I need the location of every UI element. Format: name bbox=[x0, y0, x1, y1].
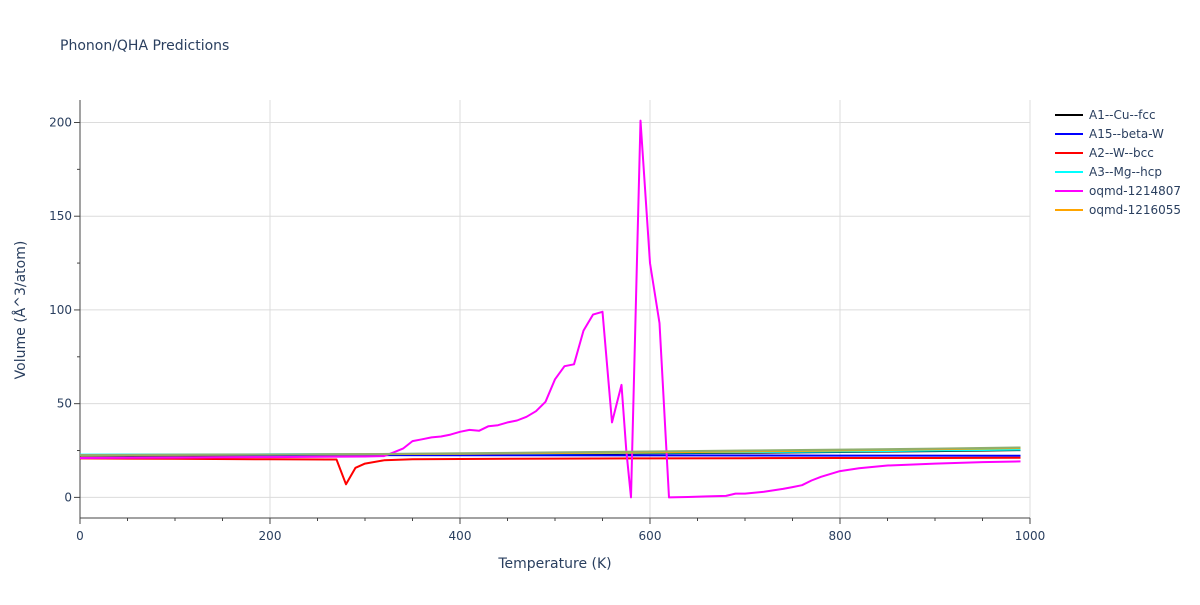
y-tick-label: 0 bbox=[64, 490, 72, 504]
series-line-a2-w-bcc bbox=[79, 456, 1021, 486]
x-tick-label: 1000 bbox=[1015, 529, 1046, 543]
legend-item[interactable]: A2--W--bcc bbox=[1055, 146, 1154, 160]
legend-label: oqmd-1214807 bbox=[1089, 184, 1181, 198]
y-tick-label: 100 bbox=[49, 303, 72, 317]
x-tick-label: 400 bbox=[449, 529, 472, 543]
y-tick-label: 150 bbox=[49, 209, 72, 223]
axes: 0 200 400 600 800 1000 0 50 100 150 200 bbox=[49, 100, 1045, 543]
y-tick-label: 50 bbox=[57, 397, 72, 411]
x-tick-label: 600 bbox=[639, 529, 662, 543]
legend-label: A3--Mg--hcp bbox=[1089, 165, 1162, 179]
x-tick-label: 200 bbox=[259, 529, 282, 543]
series-lines bbox=[79, 119, 1021, 499]
legend-item[interactable]: A3--Mg--hcp bbox=[1055, 165, 1162, 179]
x-tick-label: 800 bbox=[829, 529, 852, 543]
legend-label: oqmd-1216055 bbox=[1089, 203, 1181, 217]
x-tick-label: 0 bbox=[76, 529, 84, 543]
legend-item[interactable]: A15--beta-W bbox=[1055, 127, 1164, 141]
x-axis-title: Temperature (K) bbox=[497, 556, 611, 572]
legend-label: A1--Cu--fcc bbox=[1089, 108, 1156, 122]
legend[interactable]: A1--Cu--fcc A15--beta-W A2--W--bcc A3--Mg--… bbox=[1055, 108, 1181, 217]
y-tick-label: 200 bbox=[49, 115, 72, 129]
legend-item[interactable]: oqmd-1216055 bbox=[1055, 203, 1181, 217]
y-axis-title: Volume (Å^3/atom) bbox=[12, 241, 29, 380]
legend-label: A15--beta-W bbox=[1089, 127, 1164, 141]
legend-item[interactable]: oqmd-1214807 bbox=[1055, 184, 1181, 198]
series-line-oqmd-1214807 bbox=[79, 119, 1021, 499]
chart-title: Phonon/QHA Predictions bbox=[60, 38, 229, 54]
series-line-6 bbox=[79, 446, 1021, 456]
legend-item[interactable]: A1--Cu--fcc bbox=[1055, 108, 1156, 122]
legend-label: A2--W--bcc bbox=[1089, 146, 1154, 160]
grid-lines bbox=[80, 100, 1031, 518]
